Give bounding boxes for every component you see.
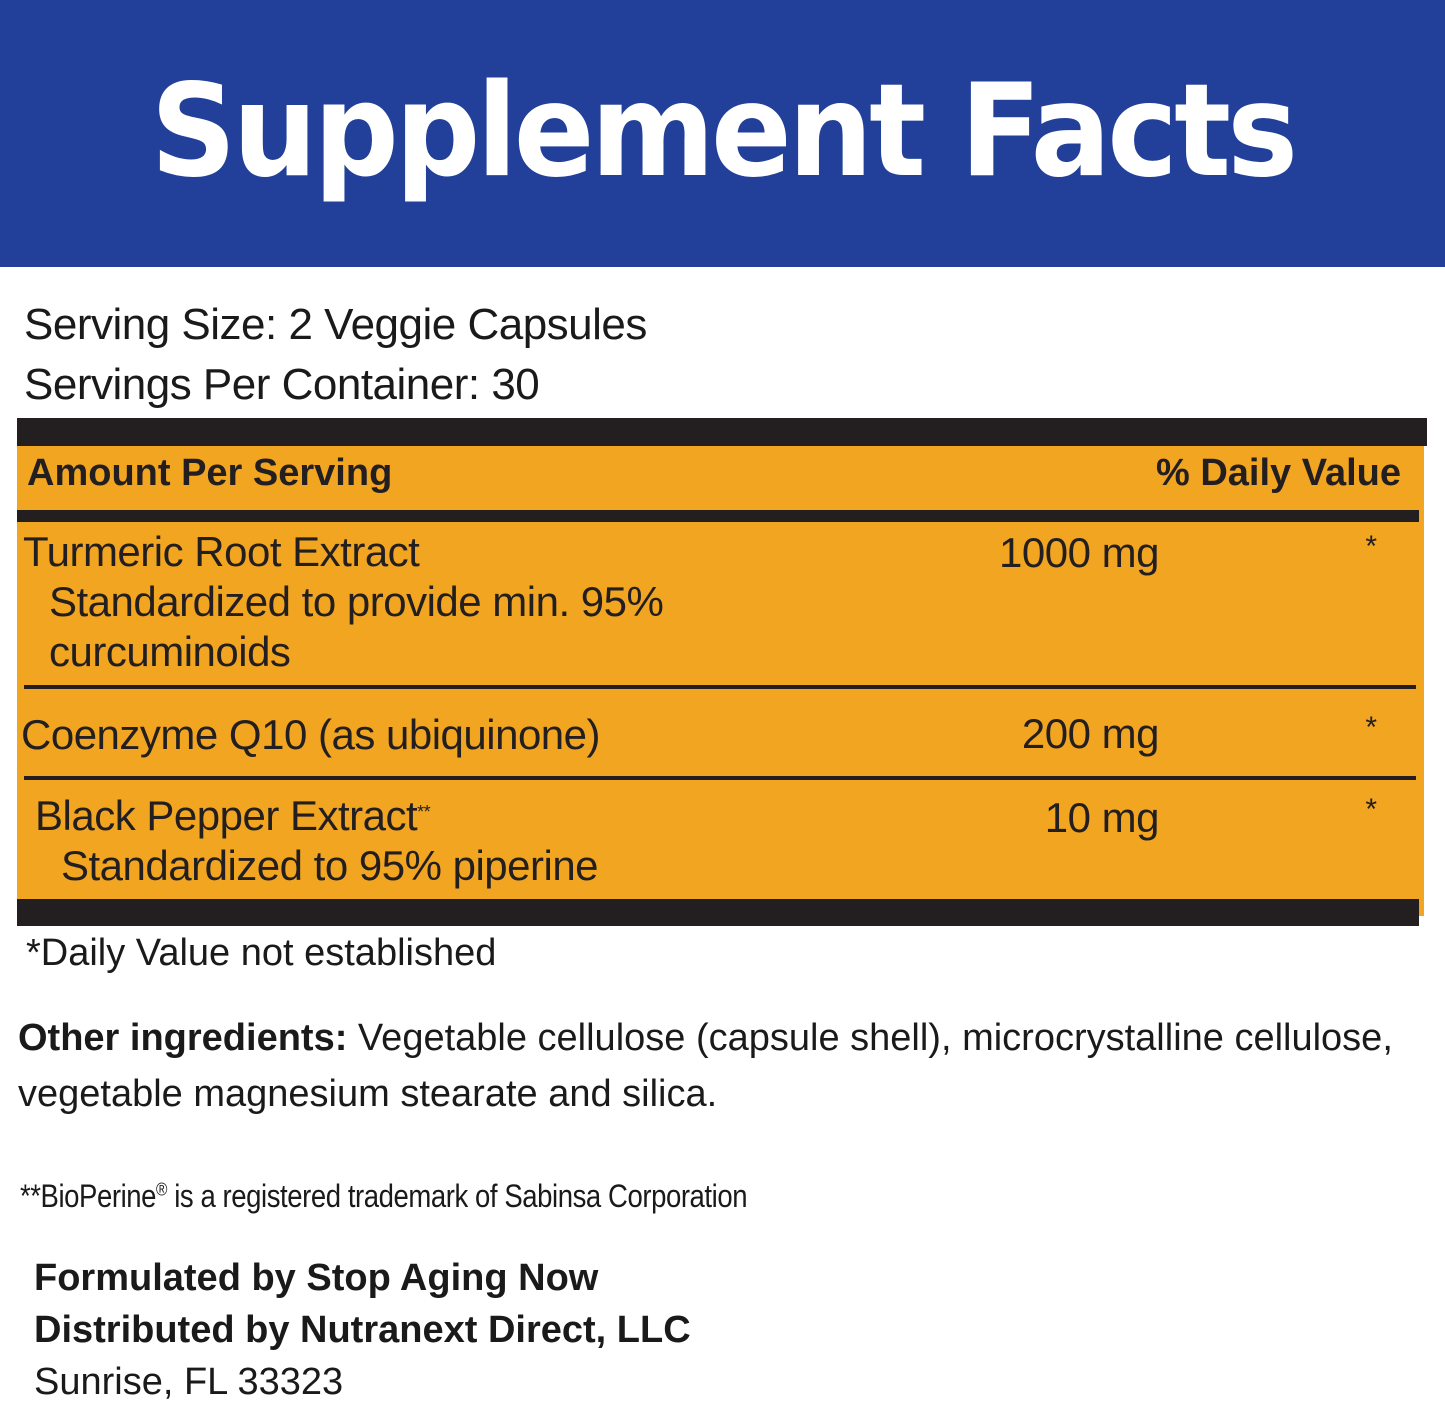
trademark-marker: ** — [20, 1178, 41, 1214]
servings-per-container: Servings Per Container: 30 — [24, 360, 540, 409]
other-ingredients: Other ingredients: Vegetable cellulose (… — [18, 1010, 1418, 1122]
daily-value: * — [1365, 793, 1377, 826]
top-rule — [17, 418, 1427, 446]
ingredient-name: Black Pepper Extract — [35, 792, 418, 839]
trademark-text: is a registered trademark of Sabinsa Cor… — [166, 1178, 748, 1214]
ingredient-row: Coenzyme Q10 (as ubiquinone) — [21, 710, 601, 760]
ingredient-row: Turmeric Root Extract Standardized to pr… — [23, 527, 664, 677]
page-title: Supplement Facts — [150, 57, 1299, 206]
row-divider — [24, 685, 1416, 689]
serving-size: Serving Size: 2 Veggie Capsules — [24, 300, 647, 349]
daily-value: * — [1365, 711, 1377, 744]
ingredient-name: Coenzyme Q10 (as ubiquinone) — [21, 711, 601, 758]
bottom-rule — [17, 899, 1419, 926]
supplement-facts-table: Amount Per Serving % Daily Value Turmeri… — [17, 418, 1427, 927]
ingredient-amount: 1000 mg — [999, 529, 1159, 576]
trademark-note: **BioPerine® is a registered trademark o… — [20, 1178, 748, 1215]
ingredient-amount: 10 mg — [1044, 794, 1160, 841]
header-rule — [17, 510, 1419, 522]
facts-panel — [17, 446, 1424, 916]
daily-value-footnote: *Daily Value not established — [26, 932, 497, 974]
daily-value-header: % Daily Value — [1155, 452, 1401, 494]
ingredient-detail: Standardized to provide min. 95% — [49, 578, 664, 625]
ingredient-row: Black Pepper Extract** Standardized to 9… — [35, 791, 599, 891]
other-ingredients-label: Other ingredients: — [18, 1017, 348, 1059]
header-banner: Supplement Facts — [0, 0, 1445, 267]
amount-per-serving-header: Amount Per Serving — [27, 452, 393, 494]
other-ingredients-text: Vegetable cellulose (capsule shell), mic… — [18, 1017, 1393, 1115]
ingredient-detail: curcuminoids — [49, 628, 291, 675]
trademark-brand: BioPerine — [40, 1178, 157, 1214]
distributed-by: Distributed by Nutranext Direct, LLC — [34, 1309, 691, 1351]
registered-icon: ® — [156, 1179, 167, 1200]
ingredient-name: Turmeric Root Extract — [23, 528, 420, 575]
trademark-marker: ** — [417, 802, 431, 822]
daily-value: * — [1365, 530, 1377, 563]
row-divider — [24, 776, 1416, 780]
ingredient-detail: Standardized to 95% piperine — [61, 842, 599, 889]
ingredient-amount: 200 mg — [1021, 710, 1160, 757]
formulated-by: Formulated by Stop Aging Now — [34, 1257, 599, 1299]
distributor-address: Sunrise, FL 33323 — [34, 1361, 344, 1403]
